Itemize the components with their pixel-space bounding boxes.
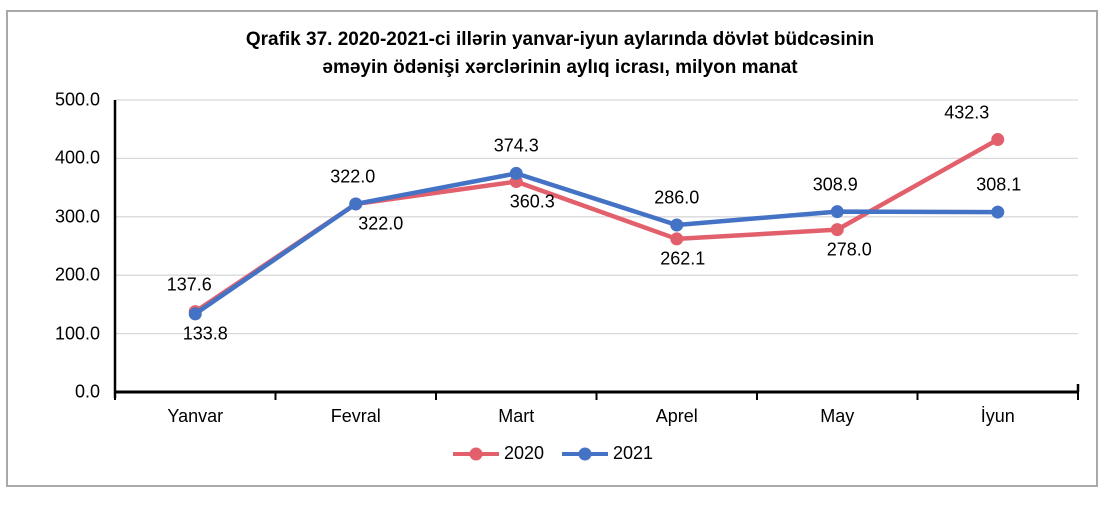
legend-dot-2020-icon: [469, 447, 483, 460]
y-axis-tick-label: 100.0: [54, 323, 100, 344]
legend-item-2021: 2021: [562, 443, 653, 464]
legend-label-2020: 2020: [503, 443, 544, 463]
data-label-2020-Yanvar: 137.6: [166, 274, 212, 295]
data-label-2021-Yanvar: 133.8: [182, 323, 228, 344]
data-label-2021-Mart: 374.3: [493, 135, 539, 156]
data-point-2020-May: [830, 223, 844, 237]
legend-marker-2020-icon: [452, 447, 499, 460]
legend-dot-2021-icon: [578, 447, 592, 460]
data-point-2021-İyun: [991, 205, 1005, 219]
data-label-2020-Fevral: 322.0: [358, 213, 404, 234]
x-axis-category-label: İyun: [980, 406, 1015, 426]
legend-label-2021: 2021: [613, 443, 654, 463]
y-axis-tick-label: 500.0: [54, 89, 100, 110]
y-axis-tick-label: 200.0: [54, 264, 100, 285]
data-point-2021-Fevral: [349, 197, 363, 211]
data-label-2021-İyun: 308.1: [976, 174, 1022, 195]
data-point-2021-Aprel: [670, 218, 684, 232]
data-label-2020-May: 278.0: [826, 239, 872, 260]
data-point-2021-May: [830, 205, 844, 219]
chart-canvas: [6, 10, 1098, 487]
legend-marker-2021-icon: [562, 447, 608, 460]
data-label-2020-İyun: 432.3: [944, 102, 990, 123]
legend-item-2020: 2020: [452, 443, 544, 464]
data-point-2020-Aprel: [670, 232, 684, 246]
x-axis-category-label: Fevral: [330, 406, 381, 426]
chart-title-line1: Qrafik 37. 2020-2021-ci illərin yanvar-i…: [245, 29, 875, 50]
data-label-2021-Aprel: 286.0: [654, 187, 700, 208]
data-label-2020-Aprel: 262.1: [660, 248, 706, 269]
x-axis-category-label: Mart: [498, 406, 535, 426]
data-label-2021-May: 308.9: [812, 174, 858, 195]
x-axis-category-label: Yanvar: [167, 406, 224, 426]
data-label-2020-Mart: 360.3: [509, 191, 555, 212]
chart-title-line2: əməyin ödənişi xərclərinin aylıq icrası,…: [322, 57, 798, 78]
data-point-2021-Mart: [509, 166, 523, 180]
series-line-2020: [193, 137, 1000, 314]
x-axis-category-label: May: [820, 406, 855, 426]
y-axis-tick-label: 300.0: [54, 206, 100, 227]
data-point-2020-İyun: [991, 133, 1005, 147]
data-label-2021-Fevral: 322.0: [330, 166, 376, 187]
x-axis-category-label: Aprel: [655, 406, 698, 426]
y-axis-tick-label: 0.0: [74, 381, 100, 402]
y-axis-tick-label: 400.0: [54, 147, 100, 168]
chart-legend: 2020 2021: [0, 443, 1106, 464]
data-point-2021-Yanvar: [188, 307, 202, 321]
series-line-2021: [193, 171, 1000, 317]
chart-title: Qrafik 37. 2020-2021-ci illərin yanvar-i…: [60, 26, 1060, 82]
